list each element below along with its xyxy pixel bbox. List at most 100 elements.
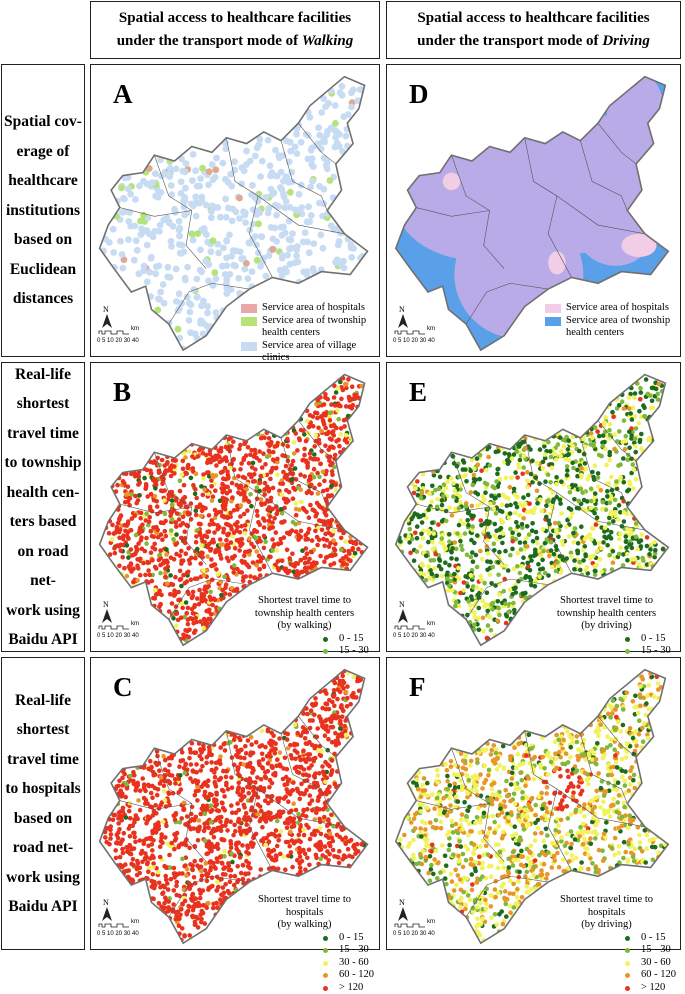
village-point	[168, 531, 174, 537]
village-point	[633, 449, 638, 455]
village-point	[496, 605, 501, 611]
village-point	[225, 532, 230, 537]
village-point	[454, 498, 459, 503]
village-point	[152, 270, 160, 278]
village-point	[347, 241, 355, 248]
village-point	[191, 875, 197, 880]
village-point	[517, 501, 523, 507]
village-point	[159, 281, 167, 288]
village-point	[301, 807, 306, 813]
village-point	[513, 501, 518, 506]
village-point	[222, 748, 228, 753]
village-point	[195, 454, 201, 459]
village-point	[559, 511, 564, 516]
village-point	[162, 798, 168, 803]
village-point	[211, 860, 216, 866]
village-point	[593, 522, 599, 527]
village-point	[155, 262, 163, 270]
village-point	[121, 533, 126, 538]
village-point	[137, 217, 144, 225]
village-point	[271, 201, 279, 209]
village-point	[154, 306, 162, 314]
village-point	[180, 605, 185, 611]
village-point	[476, 605, 482, 611]
village-point	[328, 541, 333, 546]
village-point	[240, 787, 246, 792]
village-point	[312, 485, 317, 491]
village-point	[209, 237, 217, 245]
village-point	[635, 546, 640, 552]
village-point	[590, 435, 595, 441]
village-point	[448, 578, 453, 584]
village-point	[310, 240, 318, 248]
village-point	[177, 488, 183, 494]
legend-dot	[625, 636, 630, 642]
village-point	[253, 467, 258, 472]
village-point	[473, 599, 479, 604]
village-point	[272, 542, 277, 547]
village-point	[315, 415, 320, 421]
village-point	[337, 258, 345, 266]
village-point	[343, 718, 348, 723]
village-point	[141, 841, 147, 847]
village-point	[344, 381, 349, 387]
village-point	[441, 493, 446, 499]
village-point	[420, 472, 426, 477]
village-point	[257, 263, 264, 270]
village-point	[179, 816, 184, 821]
village-point	[602, 420, 607, 425]
village-point	[485, 608, 490, 614]
village-point	[307, 836, 313, 842]
village-point	[433, 551, 438, 557]
village-point	[236, 194, 243, 202]
village-point	[196, 601, 202, 607]
village-point	[533, 550, 538, 555]
village-point	[348, 89, 355, 97]
village-point	[309, 798, 315, 803]
village-point	[437, 474, 443, 480]
village-point	[596, 540, 602, 546]
village-point	[315, 542, 320, 548]
village-point	[266, 800, 271, 806]
village-point	[492, 521, 498, 527]
village-point	[327, 840, 332, 846]
village-point	[312, 452, 317, 457]
village-point	[610, 409, 615, 415]
village-point	[627, 429, 632, 434]
north-arrow-icon: N	[398, 600, 408, 623]
village-point	[136, 798, 141, 803]
village-point	[307, 752, 313, 757]
village-point	[623, 433, 628, 439]
village-point	[146, 268, 154, 276]
village-point	[614, 479, 619, 484]
row-label-line: health cen-	[6, 483, 80, 501]
village-point	[290, 788, 296, 793]
village-point	[173, 574, 178, 580]
village-point	[282, 173, 290, 181]
village-point	[241, 802, 247, 808]
village-point	[228, 540, 234, 545]
village-point	[546, 498, 551, 503]
village-point	[141, 560, 146, 566]
village-point	[275, 541, 281, 546]
township-boundary	[168, 875, 250, 918]
village-point	[183, 455, 188, 460]
village-point	[418, 544, 423, 549]
village-point	[330, 699, 335, 705]
village-point	[227, 170, 235, 178]
legend-title: Shortest travel time to	[257, 595, 352, 606]
village-point	[219, 159, 227, 167]
village-point	[343, 539, 348, 544]
village-point	[302, 565, 308, 571]
village-point	[305, 249, 313, 257]
village-point	[210, 472, 215, 478]
village-point	[294, 569, 300, 574]
village-point	[630, 462, 636, 467]
village-point	[621, 519, 627, 524]
village-point	[150, 865, 156, 870]
village-point	[530, 521, 535, 526]
village-point	[268, 169, 276, 177]
village-point	[351, 674, 356, 680]
village-point	[338, 547, 344, 553]
village-point	[258, 573, 263, 578]
